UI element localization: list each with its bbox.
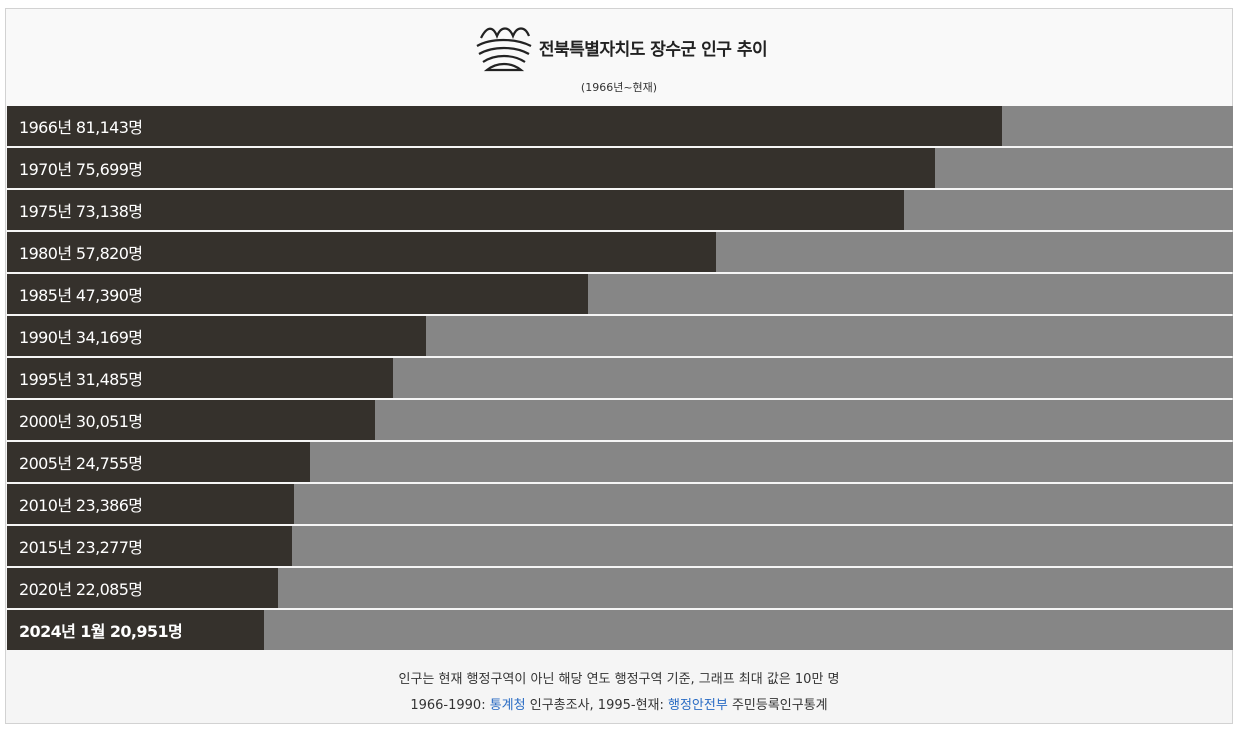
source-suffix: 주민등록인구통계 [727,698,828,713]
bar-label-1990: 1990년 34,169명 [19,328,143,347]
bar-label-2015: 2015년 23,277명 [19,538,143,557]
bar-row-2015: 2015년 23,277명 [7,526,1233,566]
population-chart: 전북특별자치도 장수군 인구 추이 (1966년~현재) 1966년 81,14… [5,8,1233,724]
bar-row-1975: 1975년 73,138명 [7,190,1233,230]
interior-ministry-link[interactable]: 행정안전부 [668,698,728,713]
bar-label-1966: 1966년 81,143명 [19,118,143,137]
bar-label-2000: 2000년 30,051명 [19,412,143,431]
bar-label-2005: 2005년 24,755명 [19,454,143,473]
bar-row-2010: 2010년 23,386명 [7,484,1233,524]
footnote: 인구는 현재 행정구역이 아닌 해당 연도 행정구역 기준, 그래프 최대 값은… [398,672,840,687]
bar-list: 1966년 81,143명 1970년 75,699명 1975년 73,138명 1… [7,106,1233,652]
bar-label-2010: 2010년 23,386명 [19,496,143,515]
bar-label-1975: 1975년 73,138명 [19,202,143,221]
bar-1975 [7,190,904,230]
bar-1970 [7,148,936,188]
chart-subtitle: (1966년~현재) [580,81,658,94]
bar-row-1990: 1990년 34,169명 [7,316,1233,356]
bar-label-1985: 1985년 47,390명 [19,286,143,305]
chart-header: 전북특별자치도 장수군 인구 추이 (1966년~현재) [6,9,1232,106]
bar-2024 [7,610,264,650]
bar-row-1970: 1970년 75,699명 [7,148,1233,188]
bar-label-1980: 1980년 57,820명 [19,244,143,263]
bar-2000 [7,400,376,440]
statistics-korea-link[interactable]: 통계청 [489,698,526,713]
bar-row-2020: 2020년 22,085명 [7,568,1233,608]
bar-label-2024: 2024년 1월 20,951명 [19,622,183,641]
bar-1990 [7,316,426,356]
bar-row-1985: 1985년 47,390명 [7,274,1233,314]
bar-row-2005: 2005년 24,755명 [7,442,1233,482]
bar-1980 [7,232,716,272]
chart-title: 전북특별자치도 장수군 인구 추이 [538,39,768,60]
source-prefix: 1966-1990: [410,698,490,713]
bar-row-2000: 2000년 30,051명 [7,400,1233,440]
jangsu-county-logo-icon [476,27,532,72]
bar-2015 [7,526,293,566]
bar-label-1970: 1970년 75,699명 [19,160,143,179]
bar-label-2020: 2020년 22,085명 [19,580,143,599]
bar-2005 [7,442,311,482]
bar-2010 [7,484,294,524]
source-middle: 인구총조사, 1995-현재: [525,698,669,713]
title-row: 전북특별자치도 장수군 인구 추이 [6,17,1232,77]
bar-1966 [7,106,1002,146]
bar-label-1995: 1995년 31,485명 [19,370,143,389]
bar-row-1980: 1980년 57,820명 [7,232,1233,272]
bar-2020 [7,568,278,608]
bar-row-1966: 1966년 81,143명 [7,106,1233,146]
chart-footer: 인구는 현재 행정구역이 아닌 해당 연도 행정구역 기준, 그래프 최대 값은… [6,654,1232,724]
bar-1995 [7,358,393,398]
bar-1985 [7,274,588,314]
source-line: 1966-1990: 통계청 인구총조사, 1995-현재: 행정안전부 주민등… [6,694,1232,713]
bar-row-1995: 1995년 31,485명 [7,358,1233,398]
bar-row-2024: 2024년 1월 20,951명 [7,610,1233,650]
